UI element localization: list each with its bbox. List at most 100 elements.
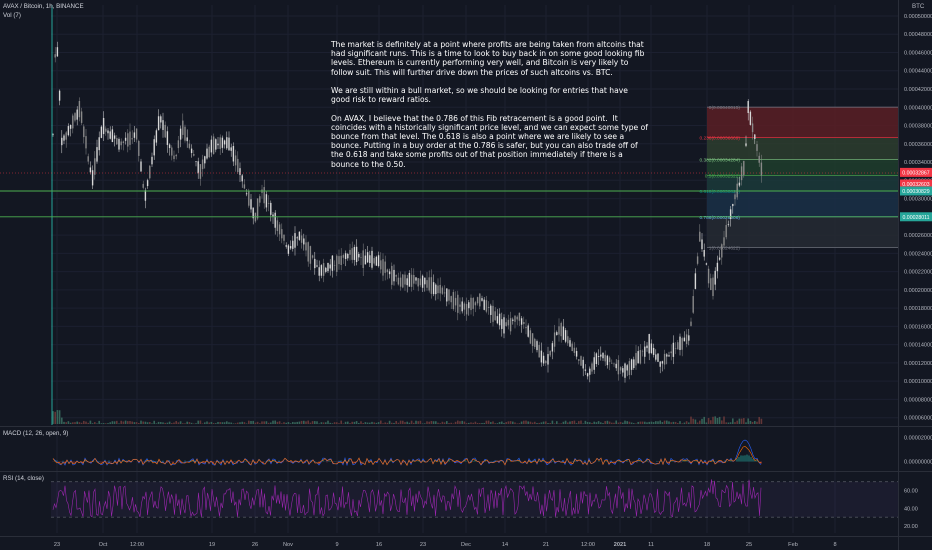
- candle-body: [461, 301, 463, 312]
- candle-body: [325, 267, 327, 272]
- macd-histogram-bar: [408, 461, 410, 462]
- candle-body: [615, 363, 617, 369]
- candle-body: [549, 350, 551, 356]
- candle-body: [327, 262, 329, 272]
- volume-bar: [58, 410, 61, 424]
- volume-bar: [494, 423, 496, 424]
- macd-histogram-bar: [114, 460, 116, 462]
- candle-body: [525, 327, 527, 329]
- candle-body: [342, 255, 345, 258]
- macd-histogram-bar: [198, 461, 200, 464]
- candle-body: [580, 356, 582, 366]
- macd-histogram-bar: [542, 459, 544, 462]
- volume-bar: [274, 420, 276, 424]
- candle-body: [424, 277, 426, 285]
- volume-bar: [393, 422, 395, 424]
- volume-bar: [338, 423, 340, 424]
- y-tick-label: 0.00016000: [904, 324, 932, 330]
- candle-body: [523, 322, 525, 325]
- macd-histogram-bar: [234, 460, 236, 462]
- candle-body: [430, 277, 433, 294]
- volume-bar: [316, 421, 318, 424]
- volume-bar: [593, 421, 595, 424]
- macd-histogram-bar: [204, 461, 206, 464]
- candle-body: [668, 355, 670, 357]
- volume-bar: [303, 420, 305, 424]
- volume-bar: [439, 423, 441, 424]
- volume-bar: [421, 423, 424, 424]
- volume-bar: [237, 422, 239, 424]
- fib-level-label: 0.236(0.00036669): [699, 136, 740, 142]
- macd-histogram-bar: [74, 461, 76, 463]
- candle-body: [738, 182, 741, 186]
- candle-body: [749, 111, 752, 125]
- volume-bar: [305, 421, 307, 424]
- volume-bar: [512, 421, 514, 424]
- candle-body: [144, 190, 147, 201]
- volume-bar: [283, 422, 285, 424]
- macd-histogram-bar: [454, 461, 456, 463]
- volume-bar: [276, 421, 279, 424]
- signal-line: [52, 445, 762, 466]
- volume-bar: [659, 420, 661, 424]
- candle-body: [619, 367, 622, 371]
- candle-body: [329, 264, 331, 269]
- volume-bar: [298, 421, 301, 424]
- macd-histogram-bar: [724, 460, 726, 462]
- candle-body: [375, 256, 378, 266]
- volume-bar: [718, 416, 721, 424]
- volume-bar: [173, 422, 175, 424]
- macd-histogram-bar: [548, 461, 550, 463]
- volume-bar: [107, 423, 109, 424]
- rsi-tick-label: 60.00: [904, 489, 918, 495]
- candle-body: [360, 256, 362, 258]
- candle-body: [146, 180, 149, 187]
- volume-bar: [520, 421, 523, 424]
- volume-bar: [241, 421, 243, 424]
- macd-histogram-bar: [530, 460, 532, 462]
- macd-histogram-bar: [64, 461, 66, 464]
- candle-body: [457, 294, 459, 313]
- volume-bar: [193, 423, 195, 424]
- volume-bar: [230, 422, 232, 424]
- volume-bar: [580, 420, 582, 424]
- volume-bar: [710, 420, 712, 424]
- volume-bar: [677, 423, 679, 424]
- volume-bar: [498, 421, 501, 424]
- macd-histogram-bar: [232, 461, 234, 464]
- volume-bar: [481, 423, 483, 424]
- macd-histogram-bar: [262, 461, 264, 463]
- volume-bar: [701, 418, 703, 424]
- volume-bar: [428, 421, 430, 424]
- candle-body: [56, 47, 59, 57]
- candle-body: [175, 154, 177, 157]
- candle-body: [556, 332, 558, 336]
- volume-bar: [331, 423, 334, 424]
- macd-histogram-bar: [746, 454, 748, 462]
- candle-body: [426, 280, 428, 288]
- volume-bar: [503, 422, 505, 424]
- candle-body: [232, 145, 235, 162]
- candle-body: [298, 231, 301, 240]
- volume-bar: [67, 421, 70, 424]
- candle-body: [714, 270, 716, 285]
- candle-body: [63, 135, 65, 141]
- macd-pane: [52, 439, 762, 467]
- volume-bar: [177, 422, 180, 424]
- candle-body: [351, 248, 353, 260]
- candle-body: [679, 336, 681, 350]
- macd-histogram-bar: [744, 455, 746, 462]
- volume-bar: [270, 422, 272, 424]
- volume-bar: [666, 420, 668, 424]
- candle-body: [432, 282, 435, 295]
- candle-body: [393, 269, 395, 282]
- volume-bar: [474, 421, 477, 424]
- volume-bar: [542, 421, 545, 424]
- volume-bar: [94, 422, 96, 424]
- volume-bar: [344, 421, 347, 424]
- price-tag: [900, 186, 932, 196]
- volume-bar: [681, 423, 683, 424]
- volume-bar: [685, 421, 688, 424]
- candle-body: [663, 353, 666, 365]
